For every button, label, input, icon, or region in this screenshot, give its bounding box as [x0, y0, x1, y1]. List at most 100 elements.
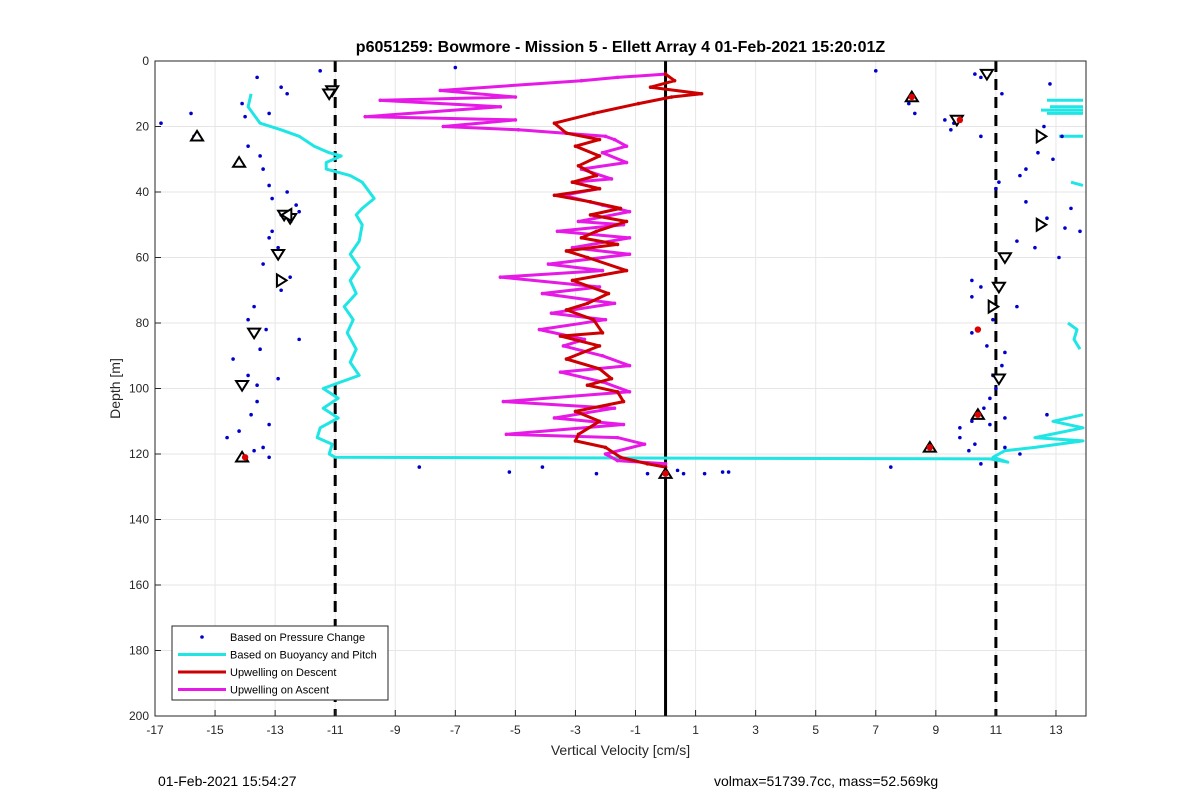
down-triangle-marker [270, 249, 286, 262]
descent-point [570, 278, 575, 283]
descent-point [585, 301, 590, 306]
legend-pressure-label: Based on Pressure Change [230, 632, 365, 644]
pressure-change-point [873, 69, 878, 73]
down-triangle-marker [321, 88, 337, 102]
ascent-point [597, 285, 602, 289]
pressure-change-point [261, 262, 265, 266]
ascent-point [612, 137, 617, 142]
descent-point [573, 439, 578, 443]
ascent-point [438, 88, 443, 93]
x-tick-label: -7 [450, 723, 461, 737]
pressure-change-point [1015, 304, 1019, 309]
y-tick-label: 180 [129, 644, 149, 658]
legend: Based on Pressure Change Based on Buoyanc… [171, 625, 389, 701]
legend-pressure-swatch [200, 635, 204, 639]
red-marker-dot [241, 454, 249, 461]
y-tick-label: 200 [129, 709, 149, 723]
ascent-point [555, 229, 560, 234]
descent-point [672, 78, 677, 83]
pressure-change-point [261, 167, 265, 171]
descent-point [597, 344, 602, 348]
pressure-change-point [258, 154, 262, 158]
descent-point [606, 291, 611, 296]
ascent-point [624, 160, 629, 165]
ascent-point [513, 95, 518, 99]
descent-point [597, 154, 602, 158]
descent-point [663, 72, 668, 76]
down-triangle-marker [246, 327, 262, 341]
descent-point [636, 101, 641, 106]
ascent-point [627, 252, 632, 257]
pressure-change-point [979, 134, 983, 139]
right-triangle-marker [1035, 216, 1049, 233]
pressure-change-point [997, 180, 1001, 184]
ascent-point [501, 399, 506, 404]
pressure-change-point [645, 471, 650, 476]
ascent-point [546, 262, 551, 266]
descent-point [579, 236, 584, 240]
pressure-change-point [255, 383, 259, 388]
ascent-point [561, 344, 566, 348]
ascent-point [549, 311, 554, 315]
descent-point [597, 186, 602, 191]
marker-layer [189, 68, 1049, 479]
pressure-change-point [264, 327, 268, 332]
red-marker-dot [908, 93, 916, 101]
y-tick-label: 40 [136, 185, 150, 199]
down-triangle-marker [234, 380, 250, 393]
descent-point [564, 131, 569, 135]
x-tick-label: -5 [510, 723, 521, 737]
x-tick-label: -15 [206, 723, 224, 737]
pressure-change-point [237, 429, 241, 433]
ascent-point [540, 291, 545, 296]
descent-point [597, 419, 602, 424]
y-tick-label: 100 [129, 382, 149, 396]
descent-point [591, 111, 596, 116]
pressure-change-point [1063, 226, 1067, 230]
pressure-change-point [267, 111, 271, 116]
pressure-change-point [1000, 91, 1004, 96]
pressure-change-point [225, 435, 229, 440]
pressure-change-point [297, 209, 301, 214]
series-layer [159, 65, 1085, 476]
ascent-point [624, 144, 629, 148]
pressure-change-point [1024, 167, 1028, 171]
ascent-point [642, 442, 647, 446]
pressure-change-point [1015, 239, 1019, 243]
descent-point [576, 432, 581, 437]
right-triangle-marker [275, 272, 289, 289]
pressure-change-point [276, 245, 280, 250]
ascent-point [498, 105, 503, 109]
ascent-point [663, 462, 668, 466]
ascent-point [615, 458, 620, 463]
footer-timestamp: 01-Feb-2021 15:54:27 [158, 773, 297, 789]
legend-box [171, 625, 389, 701]
x-tick-label: 7 [872, 723, 879, 737]
descent-point [552, 193, 557, 198]
pressure-change-point [267, 236, 271, 240]
pressure-change-point [720, 470, 725, 474]
pressure-change-point [973, 442, 977, 446]
pressure-change-point [979, 462, 983, 466]
x-tick-label: 3 [752, 723, 759, 737]
x-axis-label: Vertical Velocity [cm/s] [551, 742, 690, 758]
pressure-change-point [949, 127, 953, 132]
x-tick-label: -3 [570, 723, 581, 737]
ascent-point [603, 134, 608, 139]
y-tick-label: 20 [136, 120, 150, 134]
pressure-change-point [249, 412, 253, 417]
descent-point [645, 462, 650, 466]
descent-point [615, 242, 620, 247]
descent-point [597, 137, 602, 142]
pressure-change-point [988, 422, 992, 427]
pressure-change-point [243, 114, 247, 119]
descent-point [597, 367, 602, 371]
buoyancy-pitch-line [246, 93, 1085, 464]
pressure-change-point [159, 121, 163, 126]
pressure-change-point [675, 468, 680, 473]
descent-point [573, 409, 578, 414]
x-tick-label: -11 [327, 723, 344, 737]
ascent-point [582, 337, 587, 342]
pressure-change-point [1003, 416, 1007, 420]
pressure-change-point [276, 376, 280, 381]
